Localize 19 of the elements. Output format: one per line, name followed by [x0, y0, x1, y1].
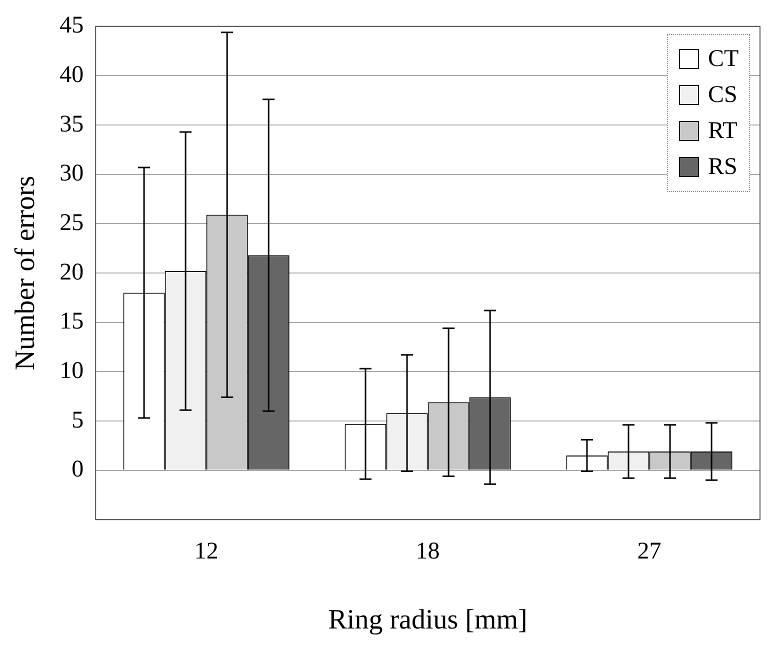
y-axis-title: Number of errors [10, 176, 42, 370]
y-tick-label: 35 [60, 111, 84, 138]
y-tick-label: 25 [60, 210, 84, 236]
legend-label: RT [708, 118, 738, 145]
x-tick-label: 27 [637, 538, 662, 564]
y-tick-label: 20 [60, 259, 84, 286]
y-tick-label: 10 [60, 358, 84, 384]
y-tick-label: 15 [60, 308, 84, 335]
legend-label: RS [708, 154, 738, 181]
y-tick-label: 40 [60, 62, 84, 88]
y-tick-label: 45 [60, 12, 84, 39]
x-axis-title: Ring radius [mm] [328, 604, 528, 636]
legend-label: CT [708, 46, 739, 73]
x-tick-label: 18 [416, 538, 440, 564]
y-tick-label: 5 [72, 407, 84, 434]
y-tick-label: 0 [72, 456, 84, 483]
legend-label: CS [708, 82, 738, 109]
x-tick-label: 12 [194, 538, 218, 564]
y-tick-label: 30 [60, 160, 84, 187]
